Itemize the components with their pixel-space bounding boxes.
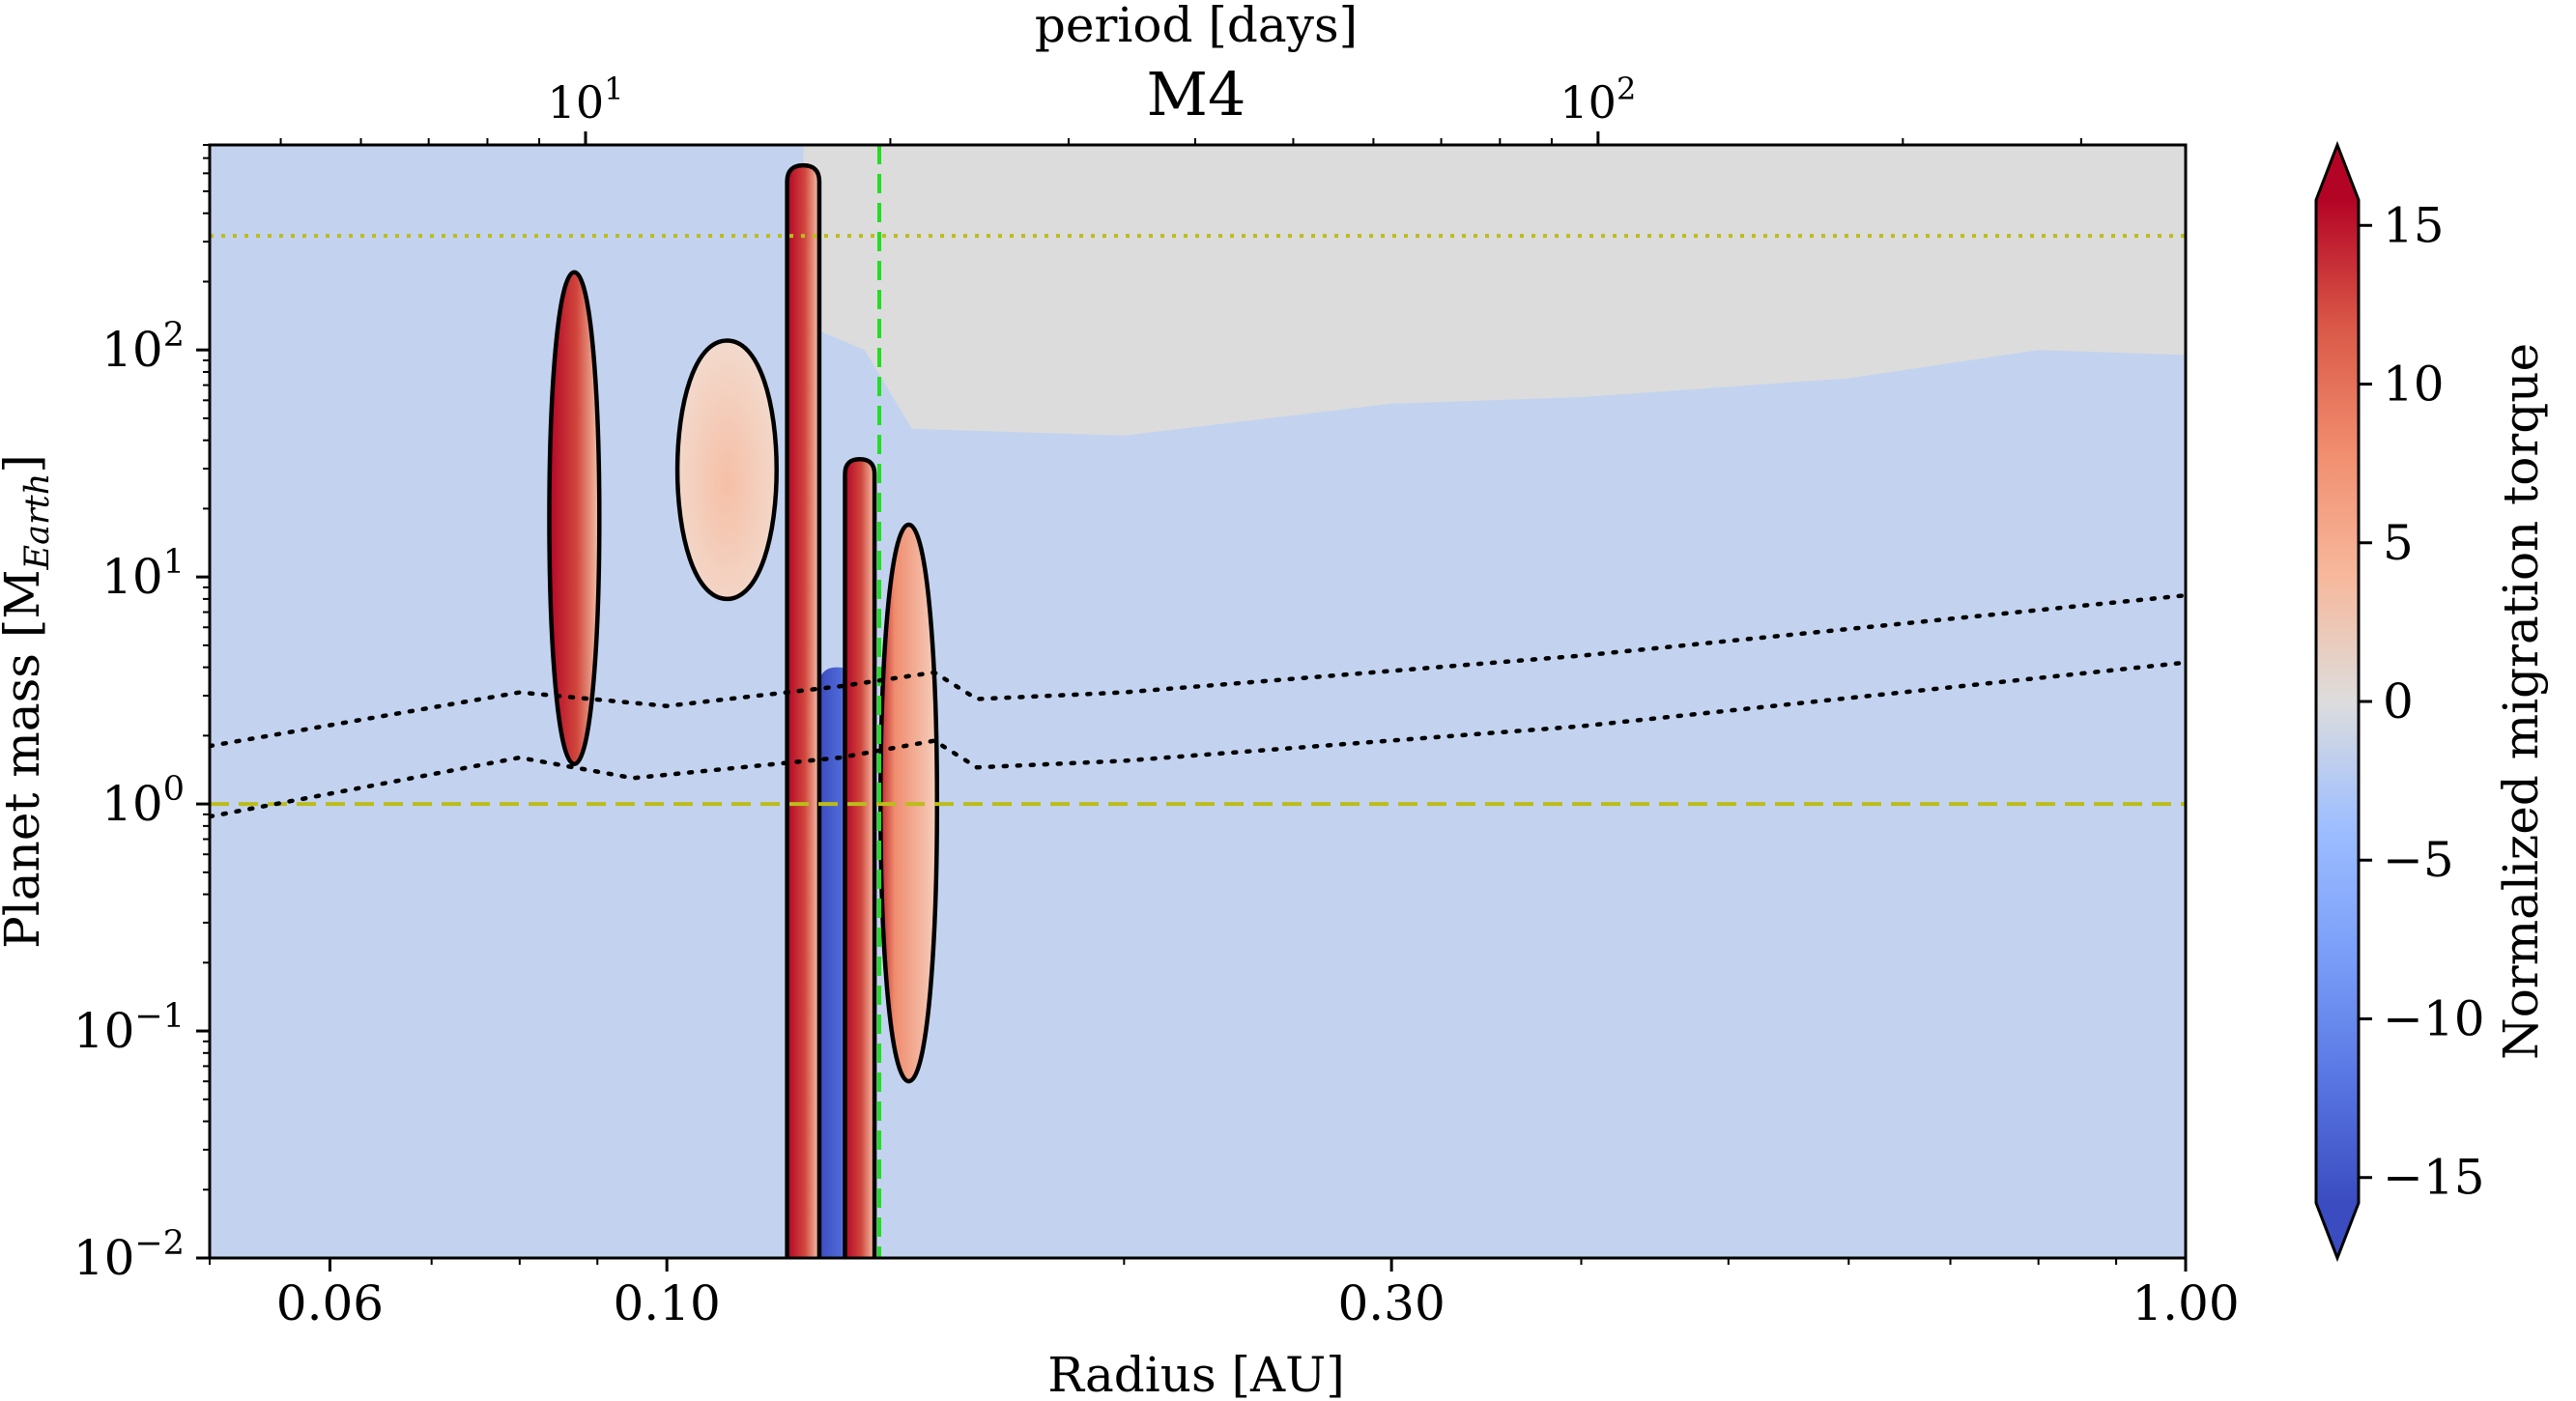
zero-contour-3 xyxy=(785,162,822,1258)
top-tick-label: 102 xyxy=(1560,71,1636,129)
colorbar-tick-label: 5 xyxy=(2383,515,2414,571)
colorbar-tick-label: 0 xyxy=(2383,673,2414,729)
y-tick-label: 100 xyxy=(101,770,185,832)
dotted-curve-lower xyxy=(210,660,2186,819)
colorbar-body xyxy=(2316,200,2359,1203)
chart-title: M4 xyxy=(1147,59,1246,129)
colorbar-tick-label: −5 xyxy=(2383,832,2454,888)
reference-lines xyxy=(210,145,2186,1258)
zero-torque-contours xyxy=(547,162,940,1258)
colorbar-outline xyxy=(2314,140,2361,1263)
y-axis-ticks: 10−2 10−1 100 101 102 xyxy=(73,144,210,1286)
colorbar-extend-top xyxy=(2316,145,2359,200)
y-axis-label-close: ] xyxy=(0,454,50,473)
torque-feature-1 xyxy=(549,272,600,764)
colorbar-tick-label: 15 xyxy=(2383,197,2445,253)
dotted-curves xyxy=(210,592,2186,819)
top-tick-label: 101 xyxy=(548,71,624,129)
colorbar-tick-label: −10 xyxy=(2383,990,2485,1046)
zero-contour-2 xyxy=(674,338,779,602)
y-tick-label: 10−1 xyxy=(73,997,185,1059)
x-axis-label: Radius [AU] xyxy=(1047,1347,1345,1401)
top-axis-ticks: 101 102 xyxy=(279,71,2082,145)
plot-frame xyxy=(208,143,2188,1260)
gray-no-data-region xyxy=(803,145,2186,436)
colorbar-extend-bottom xyxy=(2316,1203,2359,1258)
x-tick-label: 0.10 xyxy=(614,1275,721,1331)
x-tick-label: 1.00 xyxy=(2132,1275,2239,1331)
x-axis-ticks: 0.06 0.10 0.30 1.00 xyxy=(209,1258,2240,1331)
y-tick-label: 102 xyxy=(101,316,185,378)
colorbar: 15 10 5 0 −5 −10 −15 Normalized migration torq… xyxy=(2314,140,2549,1263)
torque-feature-3 xyxy=(787,165,819,1258)
top-axis-label: period [days] xyxy=(1035,0,1358,53)
torque-feature-5 xyxy=(844,459,875,1258)
colorbar-tick-label: 10 xyxy=(2383,357,2445,413)
colorbar-label: Normalized migration torque xyxy=(2493,343,2549,1060)
torque-feature-2 xyxy=(677,340,777,599)
x-tick-label: 0.30 xyxy=(1337,1275,1445,1331)
zero-contour-1 xyxy=(547,270,602,766)
y-tick-label: 101 xyxy=(101,543,185,605)
heatmap-plot-area xyxy=(210,145,2186,1258)
colorbar-ticks: 15 10 5 0 −5 −10 −15 xyxy=(2359,197,2485,1206)
x-tick-label: 0.06 xyxy=(276,1275,384,1331)
dotted-curve-upper xyxy=(210,592,2186,749)
y-axis-label: Planet mass [MEarth] xyxy=(0,454,57,949)
y-axis-label-main: Planet mass [M xyxy=(0,569,50,948)
zero-contour-5 xyxy=(843,457,877,1258)
zero-contour-6 xyxy=(878,522,940,1084)
y-tick-label: 10−2 xyxy=(73,1224,185,1286)
y-axis-label-sub: Earth xyxy=(18,473,57,571)
colorbar-tick-label: −15 xyxy=(2383,1150,2485,1206)
